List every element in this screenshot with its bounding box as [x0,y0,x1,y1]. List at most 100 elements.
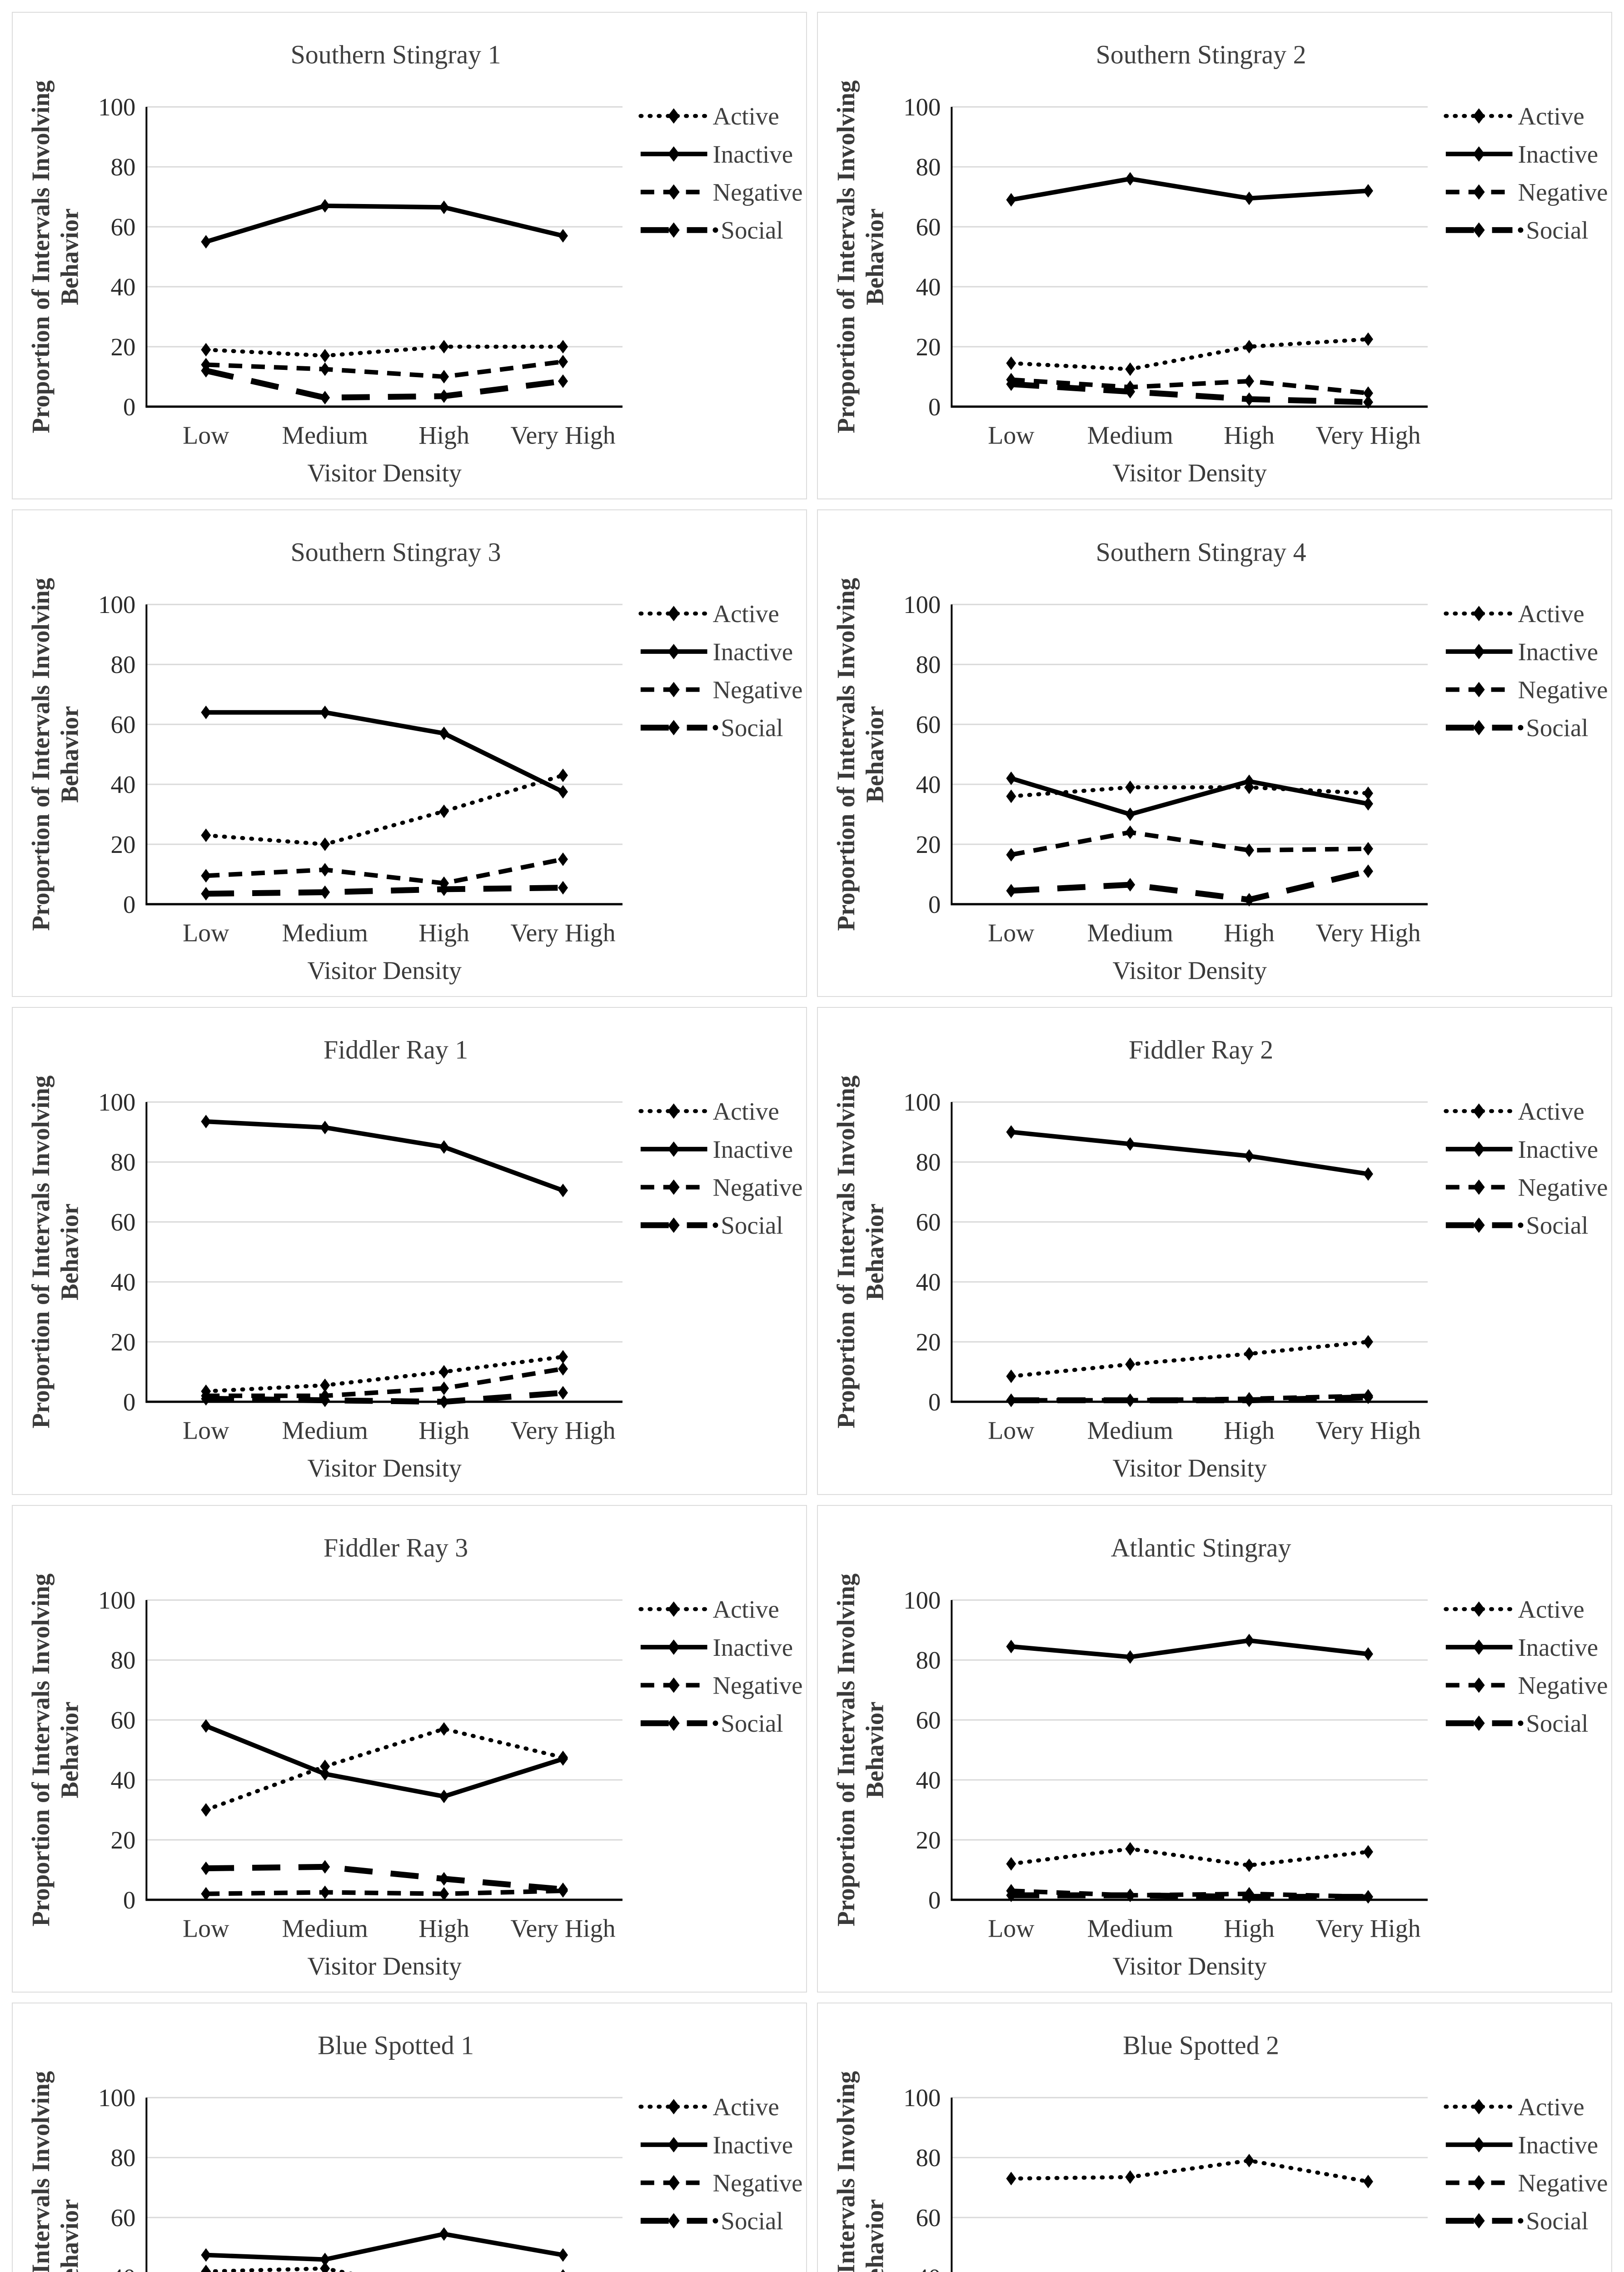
x-tick-label: High [1224,1914,1275,1943]
legend-marker-diamond [668,222,680,238]
gridlines [951,1101,1428,1343]
legend-marker-diamond [668,682,680,698]
legend-label: Active [712,1098,779,1126]
x-tick-label: Medium [1087,422,1173,450]
x-tick-label: Very High [510,422,615,450]
series-active [201,768,568,852]
chart-southern-stingray-1: Southern Stingray 1 0 20 40 60 80 100 Low Medium… [12,12,807,500]
series-social [1006,1888,1373,1903]
legend-label: Active [1518,1098,1584,1126]
data-point-marker [558,768,568,782]
data-point-marker [558,1752,568,1766]
legend-entry-negative: Negative [1445,2169,1608,2197]
series-social [201,881,568,901]
legend-entry-negative: Negative [1445,676,1608,704]
y-axis-title-line1: Proportion of Intervals Involving [832,2071,860,2272]
data-point-marker [1363,1167,1373,1181]
y-tick-label: 0 [928,1388,941,1416]
series-line-inactive [1011,176,1369,202]
gridlines [951,1599,1428,1841]
chart-title: Southern Stingray 2 [1096,40,1306,70]
legend-label: Social [721,1709,783,1737]
series-inactive [1006,1125,1373,1181]
data-point-marker [1363,1335,1373,1349]
data-point-marker [439,1381,449,1395]
chart-title: Fiddler Ray 2 [1129,1035,1273,1065]
y-tick-label: 40 [111,1268,136,1296]
legend: Active Inactive Negative Social [638,1595,803,1737]
x-tick-label: Low [988,1417,1035,1445]
legend-marker-diamond [668,2213,680,2229]
legend-entry-inactive: Inactive [1445,638,1598,666]
legend-entry-social: Social [640,1212,783,1240]
chart-title: Southern Stingray 3 [291,538,501,567]
chart-southern-stingray-3: Southern Stingray 3 0 20 40 60 80 100 Low Medium… [12,509,807,997]
data-point-marker [1006,193,1016,207]
legend-social-dot [712,227,718,233]
series-line-inactive [206,1119,564,1193]
gridlines [951,2097,1428,2218]
series-inactive [201,199,568,249]
legend-entry-active: Active [1444,600,1584,628]
legend-entry-inactive: Inactive [1445,1633,1598,1661]
y-axis-ticks: 0 20 40 60 80 100 [903,591,941,918]
series-line-social [1011,868,1369,903]
x-tick-label: Low [183,1417,229,1445]
y-tick-label: 40 [916,2264,941,2272]
legend-marker-diamond [668,1601,680,1617]
chart-svg-blue-spotted-1: Blue Spotted 1020406080100LowMediumHighV… [27,2030,803,2272]
data-point-marker [439,2227,449,2241]
legend-label: Inactive [1518,638,1598,666]
data-point-marker [1006,1888,1016,1902]
data-point-marker [1244,843,1255,857]
series-line-social [1011,381,1369,405]
y-tick-label: 100 [98,591,135,618]
series-line-inactive [205,1724,564,1799]
legend-entry-negative: Negative [1445,179,1608,206]
y-axis-title-line2: Behavior [56,1701,84,1798]
legend-label: Negative [712,2169,802,2197]
legend-marker-diamond [668,146,680,162]
legend-social-dot [1518,1222,1524,1228]
series-inactive [1006,772,1373,822]
y-tick-label: 20 [916,831,941,858]
x-axis-title: Visitor Density [307,459,462,487]
data-point-marker [1006,772,1016,785]
x-tick-label: Low [183,1914,229,1943]
chart-svg-atlantic-stingray: Atlantic Stingray 0 20 40 60 80 100 Low Medium Hi… [832,1533,1608,1980]
legend-marker-diamond [1473,2175,1485,2191]
chart-fiddler-ray-3: Fiddler Ray 3 0 20 40 60 80 100 Low Medium High Ve… [12,1505,807,1993]
y-tick-label: 80 [916,2144,941,2172]
y-tick-label: 100 [903,93,941,121]
data-point-marker [1363,1845,1373,1858]
x-tick-label: Low [183,919,229,947]
legend-marker-diamond [668,1715,680,1731]
chart-svg-blue-spotted-2: Blue Spotted 2020406080100LowMediumHighV… [832,2030,1608,2272]
x-tick-label: Very High [1315,919,1420,947]
y-tick-label: 0 [123,1886,135,1913]
legend-marker-diamond [1473,2099,1485,2114]
data-point-marker [1006,884,1016,898]
y-axis-ticks: 0 20 40 60 80 100 [98,1089,135,1416]
y-tick-label: 40 [916,273,941,301]
data-point-marker [1244,1889,1255,1903]
chart-title: Blue Spotted 1 [318,2030,474,2060]
x-tick-label: Medium [1087,1914,1173,1943]
legend-entry-negative: Negative [1445,1671,1608,1699]
data-point-marker [1244,1633,1255,1647]
legend-label: Negative [712,179,802,206]
legend-entry-active: Active [638,1595,779,1623]
data-point-marker [1125,2170,1136,2184]
series-negative [201,355,568,384]
y-tick-label: 80 [111,153,136,181]
data-point-marker [439,369,449,384]
x-tick-label: Medium [282,1914,368,1943]
series-line-negative [206,857,563,886]
data-point-marker [320,1860,330,1873]
data-point-marker [320,1759,330,1773]
x-axis-title: Visitor Density [1112,1455,1267,1483]
data-point-marker [1244,392,1255,406]
series-inactive [1006,1633,1373,1664]
data-point-marker [1363,864,1373,878]
data-point-marker [558,1386,568,1400]
